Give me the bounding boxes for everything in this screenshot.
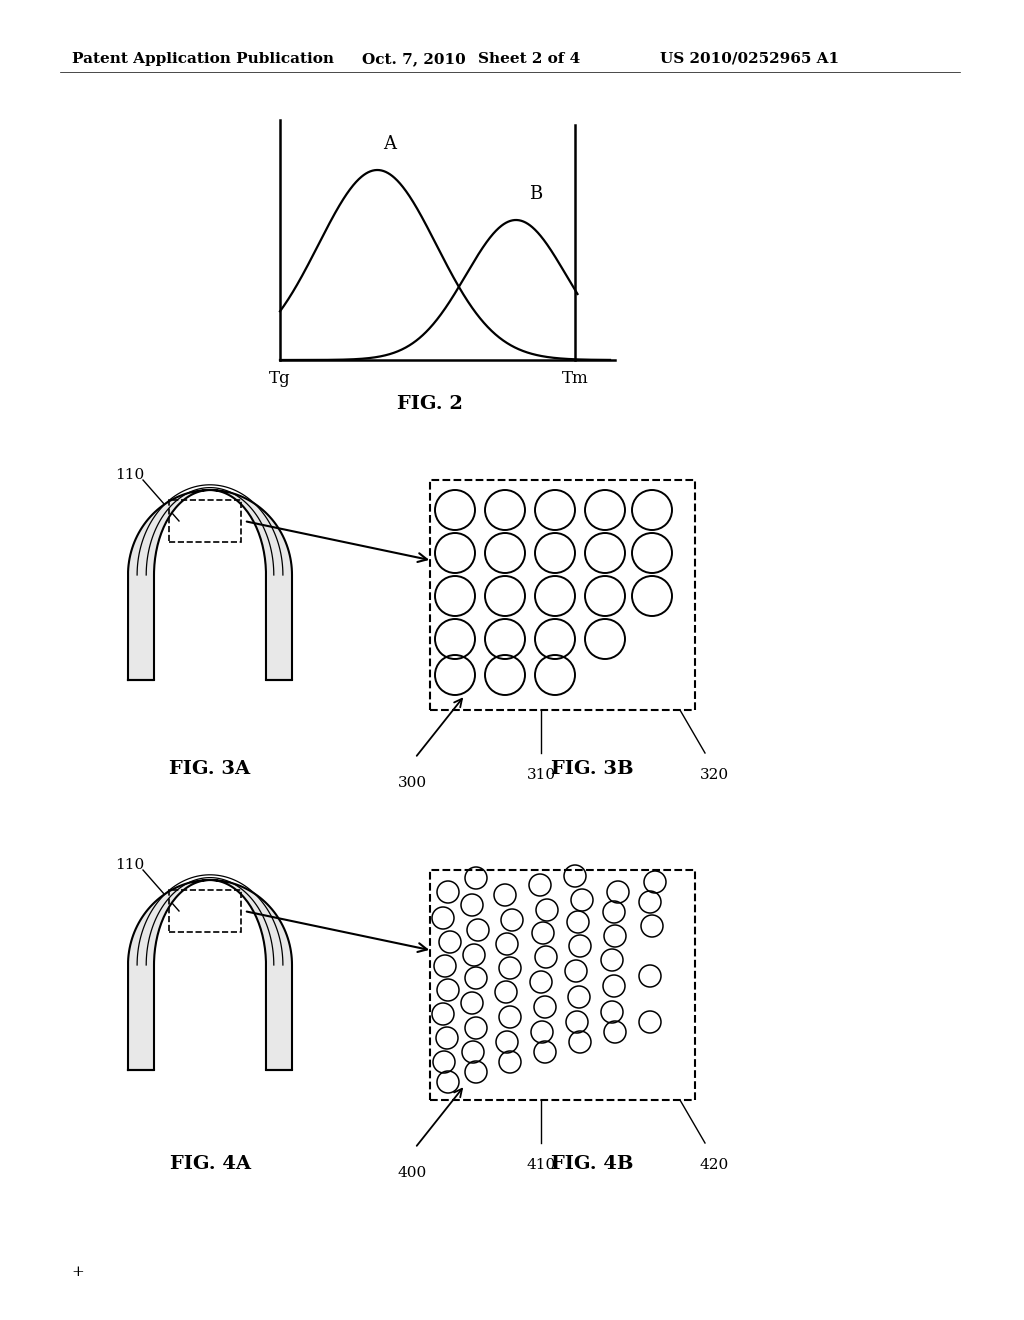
Bar	[430, 480, 695, 710]
Text: Sheet 2 of 4: Sheet 2 of 4	[478, 51, 581, 66]
Text: A: A	[384, 135, 396, 153]
Bar	[169, 890, 241, 932]
Text: 400: 400	[397, 1166, 427, 1180]
Text: 420: 420	[700, 1158, 729, 1172]
Text: B: B	[529, 185, 543, 203]
Text: FIG. 4A: FIG. 4A	[170, 1155, 251, 1173]
Text: 110: 110	[115, 469, 144, 482]
Text: FIG. 4B: FIG. 4B	[551, 1155, 634, 1173]
Bar	[430, 870, 695, 1100]
Text: US 2010/0252965 A1: US 2010/0252965 A1	[660, 51, 839, 66]
Polygon shape	[128, 490, 292, 680]
Text: 110: 110	[115, 858, 144, 873]
Text: 320: 320	[700, 768, 729, 781]
Text: FIG. 3A: FIG. 3A	[169, 760, 251, 777]
Text: 310: 310	[526, 768, 556, 781]
Text: FIG. 2: FIG. 2	[397, 395, 463, 413]
Text: Tg: Tg	[269, 370, 291, 387]
Polygon shape	[128, 880, 292, 1071]
Text: +: +	[72, 1265, 84, 1279]
Text: 410: 410	[526, 1158, 556, 1172]
Text: 300: 300	[397, 776, 427, 789]
Bar	[169, 500, 241, 543]
Text: Oct. 7, 2010: Oct. 7, 2010	[362, 51, 466, 66]
Text: Tm: Tm	[561, 370, 589, 387]
Text: FIG. 3B: FIG. 3B	[551, 760, 634, 777]
Text: Patent Application Publication: Patent Application Publication	[72, 51, 334, 66]
